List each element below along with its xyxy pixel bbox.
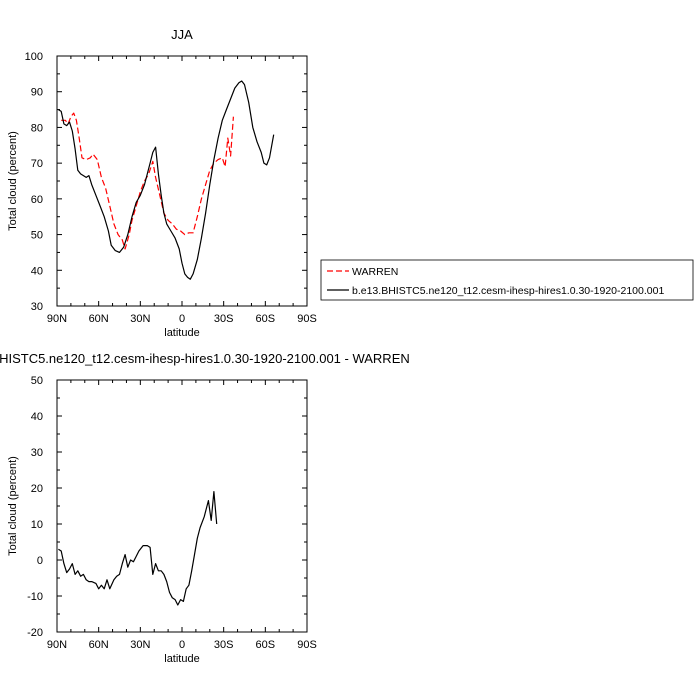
y-tick-label: 20: [31, 483, 43, 495]
plot-frame: [56, 379, 308, 633]
x-tick-label: 60S: [256, 313, 276, 325]
x-tick-label: 90S: [297, 639, 317, 651]
y-tick-label: 50: [31, 375, 43, 387]
y-tick-label: 0: [37, 555, 43, 567]
x-tick-label: 90N: [47, 313, 67, 325]
y-tick-label: 80: [31, 122, 43, 134]
x-tick-label: 60S: [256, 639, 276, 651]
x-tick-label: 90N: [47, 639, 67, 651]
y-tick-label: -20: [27, 627, 43, 639]
x-tick-label: 60N: [89, 639, 109, 651]
y-tick-label: -10: [27, 591, 43, 603]
y-tick-label: 30: [31, 447, 43, 459]
y-tick-label: 10: [31, 519, 43, 531]
x-tick-label: 30N: [130, 639, 150, 651]
y-tick-label: 70: [31, 158, 43, 170]
series-line-1: [61, 112, 234, 250]
x-tick-label: 30S: [214, 639, 234, 651]
plot-frame: [56, 55, 308, 307]
x-axis-label: latitude: [164, 327, 199, 339]
y-tick-label: 40: [31, 265, 43, 277]
y-tick-label: 50: [31, 230, 43, 242]
legend-label-1: WARREN: [352, 266, 398, 278]
x-tick-label: 60N: [89, 313, 109, 325]
chart-panel-2: b.e13.BHISTC5.ne120_t12.cesm-ihesp-hires…: [0, 351, 410, 665]
y-tick-label: 100: [25, 51, 43, 63]
y-axis-label: Total cloud (percent): [7, 131, 19, 231]
chart-panel-1: JJA 90N 60N 30N 0 30S 60S 90S 30 40 50 60 70 80 90 100 l…: [7, 27, 694, 339]
chart-title: b.e13.BHISTC5.ne120_t12.cesm-ihesp-hires…: [0, 351, 410, 366]
chart-title: JJA: [171, 27, 193, 42]
y-tick-label: 30: [31, 301, 43, 313]
y-tick-label: 60: [31, 194, 43, 206]
y-tick-label: 40: [31, 411, 43, 423]
series-line-1: [58, 491, 218, 606]
y-tick-label: 90: [31, 87, 43, 99]
legend-label-2: b.e13.BHISTC5.ne120_t12.cesm-ihesp-hires…: [352, 285, 664, 297]
legend-box: [320, 259, 694, 301]
y-axis-label: Total cloud (percent): [7, 456, 19, 556]
series-line-2: [58, 80, 275, 280]
legend: WARREN b.e13.BHISTC5.ne120_t12.cesm-ihesp…: [320, 259, 694, 301]
x-tick-label: 30N: [130, 313, 150, 325]
x-tick-label: 30S: [214, 313, 234, 325]
x-tick-label: 0: [179, 313, 185, 325]
x-axis-label: latitude: [164, 653, 199, 665]
x-tick-label: 0: [179, 639, 185, 651]
x-tick-label: 90S: [297, 313, 317, 325]
